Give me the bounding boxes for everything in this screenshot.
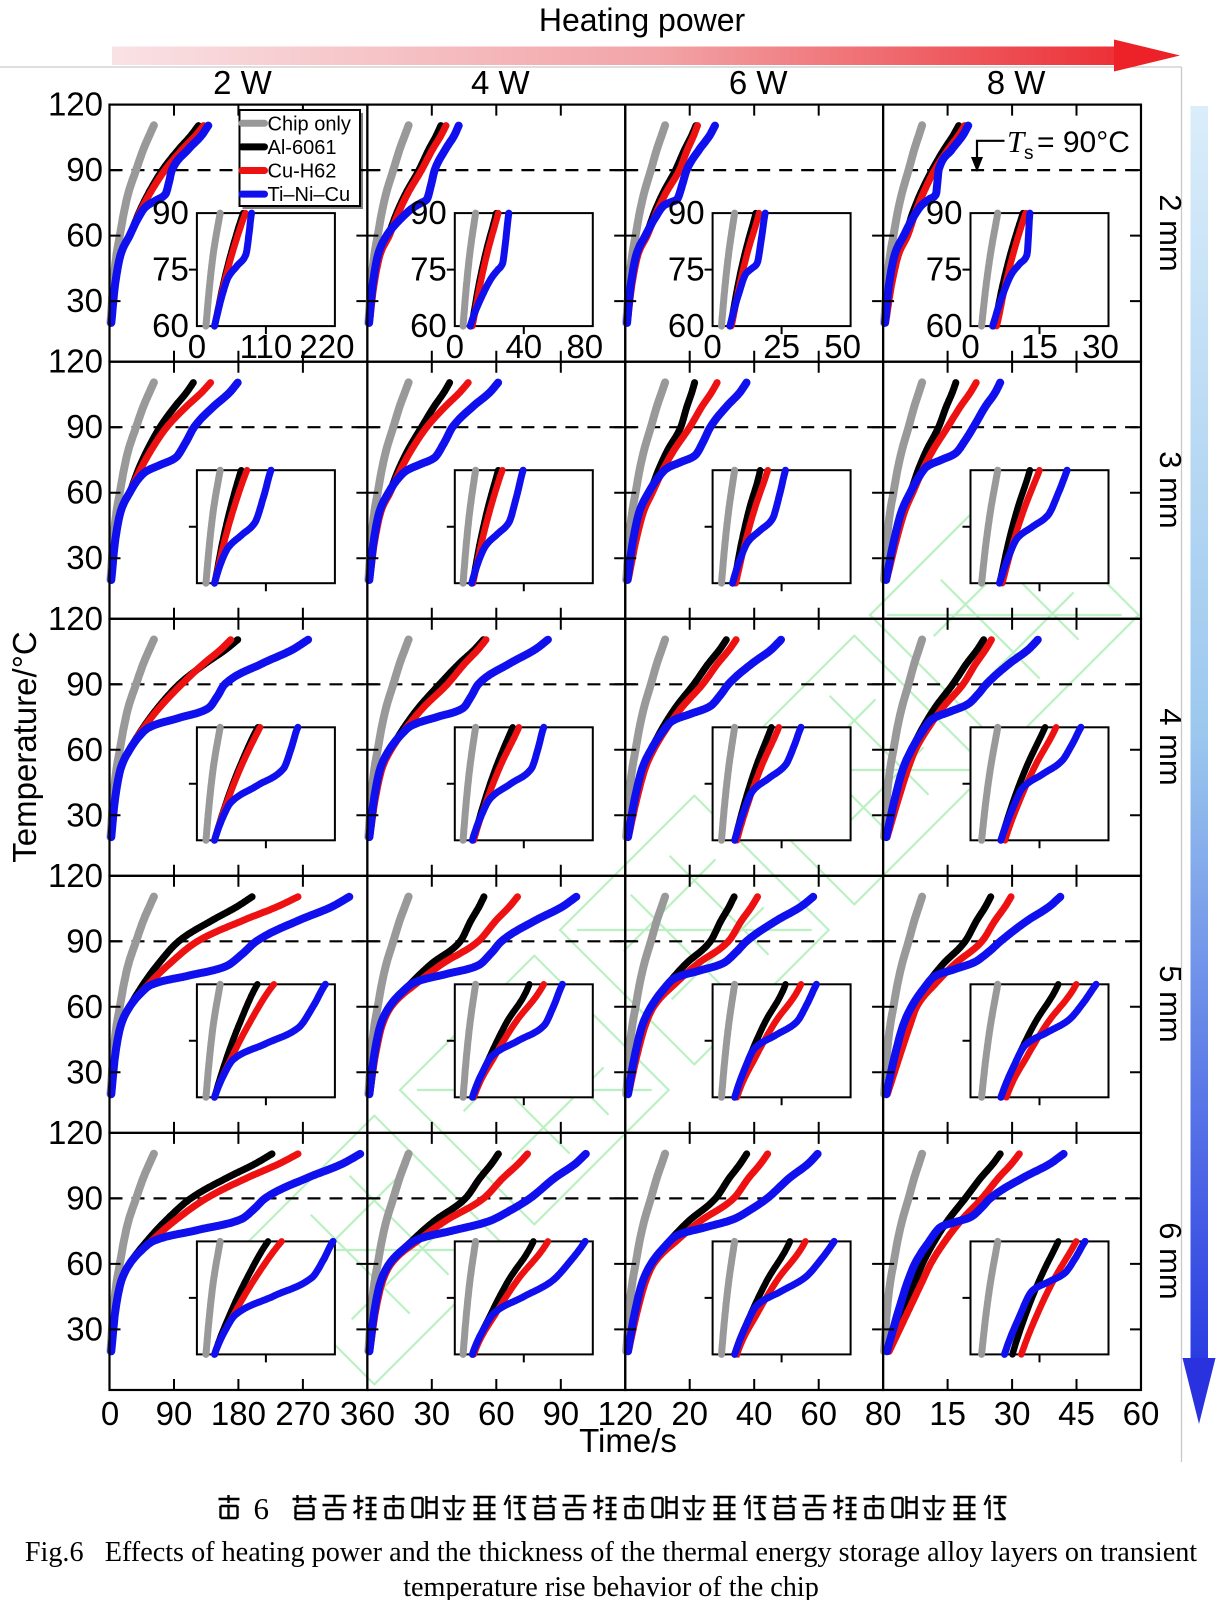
svg-text:0: 0: [188, 328, 206, 365]
svg-text:60: 60: [66, 1245, 103, 1282]
svg-text:90: 90: [542, 1395, 579, 1432]
svg-text:0: 0: [446, 328, 464, 365]
svg-text:8 W: 8 W: [987, 64, 1047, 101]
svg-text:120: 120: [48, 857, 103, 894]
svg-text:80: 80: [566, 328, 603, 365]
svg-text:180: 180: [211, 1395, 266, 1432]
svg-text:75: 75: [410, 251, 447, 288]
svg-text:30: 30: [66, 282, 103, 319]
svg-text:s: s: [1024, 143, 1034, 164]
svg-text:4 W: 4 W: [471, 64, 531, 101]
svg-text:90: 90: [668, 194, 705, 231]
svg-text:3 mm: 3 mm: [1153, 451, 1188, 529]
svg-text:40: 40: [736, 1395, 773, 1432]
svg-text:360: 360: [340, 1395, 395, 1432]
svg-text:60: 60: [478, 1395, 515, 1432]
svg-text:90: 90: [66, 408, 103, 445]
svg-text:Cu-H62: Cu-H62: [268, 161, 337, 183]
svg-text:30: 30: [66, 539, 103, 576]
svg-text:0: 0: [961, 328, 979, 365]
svg-text:6 W: 6 W: [729, 64, 789, 101]
svg-text:60: 60: [1123, 1395, 1160, 1432]
svg-text:75: 75: [152, 251, 189, 288]
svg-text:60: 60: [66, 217, 103, 254]
svg-text:Ti–Ni–Cu: Ti–Ni–Cu: [268, 184, 351, 206]
svg-text:6 mm: 6 mm: [1153, 1222, 1188, 1300]
svg-text:5 mm: 5 mm: [1153, 965, 1188, 1043]
svg-text:Chip only: Chip only: [268, 113, 351, 135]
svg-text:90: 90: [66, 922, 103, 959]
svg-text:25: 25: [763, 328, 800, 365]
svg-text:Time/s: Time/s: [579, 1422, 677, 1459]
svg-text:60: 60: [800, 1395, 837, 1432]
svg-text:40: 40: [505, 328, 542, 365]
svg-text:45: 45: [1058, 1395, 1095, 1432]
svg-text:110: 110: [240, 328, 293, 365]
svg-text:15: 15: [929, 1395, 966, 1432]
svg-text:90: 90: [410, 194, 447, 231]
svg-text:temperature rise behavior of t: temperature rise behavior of the chip: [403, 1572, 819, 1600]
svg-text:Al-6061: Al-6061: [268, 137, 337, 159]
svg-text:15: 15: [1021, 328, 1058, 365]
svg-text:Heating power: Heating power: [539, 2, 746, 38]
svg-text:120: 120: [598, 1395, 653, 1432]
svg-text:60: 60: [668, 307, 705, 344]
svg-text:60: 60: [410, 307, 447, 344]
svg-text:60: 60: [926, 307, 963, 344]
svg-text:90: 90: [66, 151, 103, 188]
svg-text:60: 60: [66, 731, 103, 768]
svg-text:0: 0: [101, 1395, 119, 1432]
svg-text:60: 60: [152, 307, 189, 344]
svg-text:20: 20: [671, 1395, 708, 1432]
svg-text:30: 30: [66, 1310, 103, 1347]
svg-text:60: 60: [66, 988, 103, 1025]
svg-text:90: 90: [66, 665, 103, 702]
svg-text:= 90°C: = 90°C: [1037, 126, 1130, 159]
svg-text:4 mm: 4 mm: [1153, 708, 1188, 786]
svg-text:90: 90: [926, 194, 963, 231]
svg-text:120: 120: [48, 343, 103, 380]
svg-text:120: 120: [48, 86, 103, 123]
svg-text:220: 220: [299, 328, 354, 365]
svg-text:0: 0: [703, 328, 721, 365]
svg-text:90: 90: [156, 1395, 193, 1432]
svg-text:120: 120: [48, 1114, 103, 1151]
svg-text:270: 270: [275, 1395, 330, 1432]
svg-text:6: 6: [254, 1491, 270, 1526]
svg-text:90: 90: [152, 194, 189, 231]
svg-text:30: 30: [66, 1053, 103, 1090]
svg-text:T: T: [1007, 124, 1027, 159]
svg-text:30: 30: [66, 796, 103, 833]
svg-text:120: 120: [48, 600, 103, 637]
svg-text:30: 30: [413, 1395, 450, 1432]
svg-text:30: 30: [1082, 328, 1119, 365]
svg-text:80: 80: [865, 1395, 902, 1432]
svg-text:2 mm: 2 mm: [1153, 194, 1188, 272]
svg-text:Temperature/°C: Temperature/°C: [6, 631, 43, 862]
svg-text:50: 50: [824, 328, 861, 365]
svg-text:90: 90: [66, 1179, 103, 1216]
svg-text:60: 60: [66, 474, 103, 511]
svg-text:2 W: 2 W: [213, 64, 273, 101]
svg-text:75: 75: [926, 251, 963, 288]
svg-text:30: 30: [994, 1395, 1031, 1432]
svg-text:Fig.6 Effects of heating pow: Fig.6 Effects of heating power and the t…: [25, 1537, 1197, 1568]
svg-text:75: 75: [668, 251, 705, 288]
